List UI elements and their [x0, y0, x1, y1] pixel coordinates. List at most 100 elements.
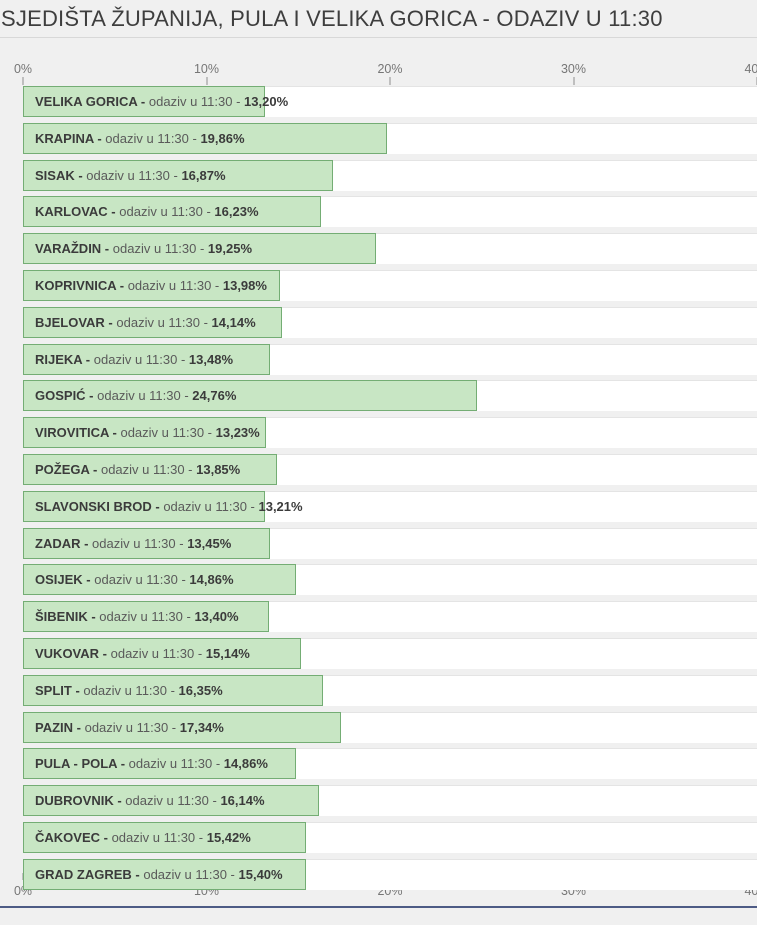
bar-city-name: VIROVITICA -	[35, 425, 121, 441]
bar-description: odaziv u 11:30 -	[125, 793, 221, 809]
bar-label: VUKOVAR - odaziv u 11:30 - 15,14%	[35, 638, 250, 669]
bar-label: POŽEGA - odaziv u 11:30 - 13,85%	[35, 454, 240, 485]
bar-row: POŽEGA - odaziv u 11:30 - 13,85%	[23, 453, 757, 485]
bar-value: 14,86%	[223, 756, 268, 772]
bar-description: odaziv u 11:30 -	[127, 277, 223, 293]
turnout-bar	[23, 196, 321, 228]
bar-row: KRAPINA - odaziv u 11:30 - 19,86%	[23, 122, 757, 154]
bar-description: odaziv u 11:30 -	[84, 719, 180, 735]
bar-row: VUKOVAR - odaziv u 11:30 - 15,14%	[23, 637, 757, 669]
bar-value: 24,76%	[192, 388, 237, 404]
bar-value: 13,20%	[244, 94, 289, 109]
bar-label: SLAVONSKI BROD - odaziv u 11:30 - 13,21%	[35, 491, 303, 522]
bar-description: odaziv u 11:30 -	[110, 645, 206, 661]
axis-tick-mark	[205, 77, 208, 85]
turnout-bar	[23, 86, 266, 117]
bar-value: 14,14%	[211, 314, 256, 330]
bar-label: ZADAR - odaziv u 11:30 - 13,45%	[35, 528, 231, 559]
bar-city-name: DUBROVNIK -	[35, 793, 126, 809]
bar-value: 16,23%	[214, 204, 259, 220]
bar-row: OSIJEK - odaziv u 11:30 - 14,86%	[23, 564, 757, 596]
bar-description: odaziv u 11:30 -	[94, 572, 190, 588]
bar-label: KRAPINA - odaziv u 11:30 - 19,86%	[35, 123, 245, 154]
bar-label: GRAD ZAGREB - odaziv u 11:30 - 15,40%	[35, 859, 283, 890]
bar-description: odaziv u 11:30 -	[143, 866, 239, 882]
turnout-bar	[23, 343, 271, 375]
turnout-bar	[23, 233, 377, 265]
bar-row: DUBROVNIK - odaziv u 11:30 - 16,14%	[23, 785, 757, 817]
turnout-bar	[23, 453, 278, 485]
turnout-bar	[23, 490, 266, 522]
bar-city-name: KARLOVAC -	[35, 204, 120, 220]
bar-label: OSIJEK - odaziv u 11:30 - 14,86%	[35, 564, 234, 595]
bar-city-name: SPLIT -	[35, 682, 84, 698]
bar-description: odaziv u 11:30 -	[97, 388, 193, 404]
turnout-bar	[23, 601, 269, 633]
bar-label: PAZIN - odaziv u 11:30 - 17,34%	[35, 712, 224, 743]
bar-label: VELIKA GORICA - odaziv u 11:30 - 13,20%	[35, 86, 288, 117]
bar-value: 16,87%	[181, 167, 226, 183]
axis-tick-label: 0%	[13, 62, 33, 76]
bar-city-name: SISAK -	[35, 167, 87, 183]
bar-row: BJELOVAR - odaziv u 11:30 - 14,14%	[23, 306, 757, 338]
bar-description: odaziv u 11:30 -	[111, 829, 207, 845]
bar-city-name: RIJEKA -	[35, 351, 94, 367]
bar-row: VIROVITICA - odaziv u 11:30 - 13,23%	[23, 417, 757, 449]
chart-title: SJEDIŠTA ŽUPANIJA, PULA I VELIKA GORICA …	[1, 6, 663, 31]
bar-value: 19,86%	[200, 130, 245, 146]
bar-description: odaziv u 11:30 -	[148, 94, 245, 109]
bar-value: 13,48%	[188, 351, 233, 367]
bar-description: odaziv u 11:30 -	[83, 682, 179, 698]
title-divider	[0, 37, 757, 38]
bar-city-name: SLAVONSKI BROD -	[35, 498, 164, 514]
bar-row: VELIKA GORICA - odaziv u 11:30 - 13,20%	[23, 86, 757, 117]
turnout-bar	[23, 269, 280, 301]
bar-label: SISAK - odaziv u 11:30 - 16,87%	[35, 160, 226, 191]
turnout-bar	[23, 306, 283, 338]
bar-label: RIJEKA - odaziv u 11:30 - 13,48%	[35, 344, 233, 375]
axis-tick-label: 10%	[193, 62, 220, 76]
bar-label: KARLOVAC - odaziv u 11:30 - 16,23%	[35, 196, 259, 227]
turnout-bar	[23, 564, 296, 596]
axis-tick-label: 30%	[560, 62, 587, 76]
bar-label: GOSPIĆ - odaziv u 11:30 - 24,76%	[35, 380, 236, 411]
axis-tick-mark	[572, 77, 575, 85]
bar-city-name: GOSPIĆ -	[35, 388, 98, 404]
bar-label: VIROVITICA - odaziv u 11:30 - 13,23%	[35, 417, 260, 448]
bar-value: 13,98%	[222, 277, 267, 293]
bar-description: odaziv u 11:30 -	[92, 535, 188, 551]
bar-row: KOPRIVNICA - odaziv u 11:30 - 13,98%	[23, 269, 757, 301]
turnout-bar	[23, 122, 388, 154]
bar-city-name: POŽEGA -	[35, 461, 101, 477]
bar-city-name: PAZIN -	[35, 719, 85, 735]
bar-city-name: KRAPINA -	[35, 130, 106, 146]
bar-row: PULA - POLA - odaziv u 11:30 - 14,86%	[23, 748, 757, 780]
bar-description: odaziv u 11:30 -	[100, 461, 197, 477]
bar-value: 13,21%	[258, 498, 303, 514]
bar-value: 15,14%	[205, 645, 250, 661]
bar-city-name: VARAŽDIN -	[35, 241, 113, 257]
bar-label: BJELOVAR - odaziv u 11:30 - 14,14%	[35, 307, 256, 338]
bar-label: PULA - POLA - odaziv u 11:30 - 14,86%	[35, 748, 268, 779]
bar-label: ŠIBENIK - odaziv u 11:30 - 13,40%	[35, 601, 239, 632]
bar-description: odaziv u 11:30 -	[163, 498, 259, 514]
turnout-bar	[23, 380, 478, 412]
bar-label: SPLIT - odaziv u 11:30 - 16,35%	[35, 675, 223, 706]
bar-value: 15,42%	[206, 829, 251, 845]
bar-value: 19,25%	[207, 241, 253, 257]
bar-city-name: KOPRIVNICA -	[35, 277, 128, 293]
bar-city-name: BJELOVAR -	[35, 314, 117, 330]
turnout-bar	[23, 711, 342, 743]
bar-city-name: ZADAR -	[35, 535, 93, 551]
bar-label: KOPRIVNICA - odaziv u 11:30 - 13,98%	[35, 270, 267, 301]
turnout-bar	[23, 674, 324, 706]
bar-value: 17,34%	[179, 719, 224, 735]
bar-row: KARLOVAC - odaziv u 11:30 - 16,23%	[23, 196, 757, 228]
bar-description: odaziv u 11:30 -	[86, 167, 182, 183]
bar-value: 13,45%	[187, 535, 232, 551]
axis-tick-mark	[389, 77, 391, 85]
bar-row: SISAK - odaziv u 11:30 - 16,87%	[23, 159, 757, 191]
bar-description: odaziv u 11:30 -	[119, 204, 215, 220]
bar-city-name: OSIJEK -	[35, 572, 95, 588]
